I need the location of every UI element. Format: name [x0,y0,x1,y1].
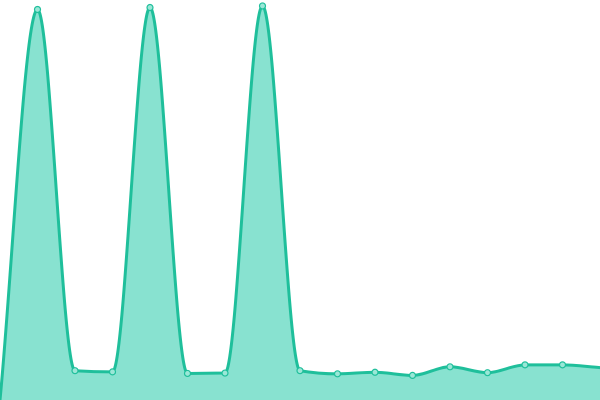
data-point-5 [183,369,192,378]
data-point-13 [483,369,492,377]
data-point-12 [446,363,454,371]
data-point-1 [33,5,42,14]
data-point-6 [221,369,229,377]
data-point-3 [108,368,117,376]
data-point-4 [146,3,154,12]
data-point-2 [71,367,79,375]
data-point-8 [296,367,304,375]
data-point-15 [558,361,567,369]
data-point-14 [521,361,529,369]
data-point-10 [371,368,379,376]
area-fill [0,5,600,400]
series-line [0,4,600,400]
data-point-7 [258,2,267,10]
data-point-11 [408,371,417,379]
data-point-9 [333,370,342,378]
data-points [33,2,567,379]
